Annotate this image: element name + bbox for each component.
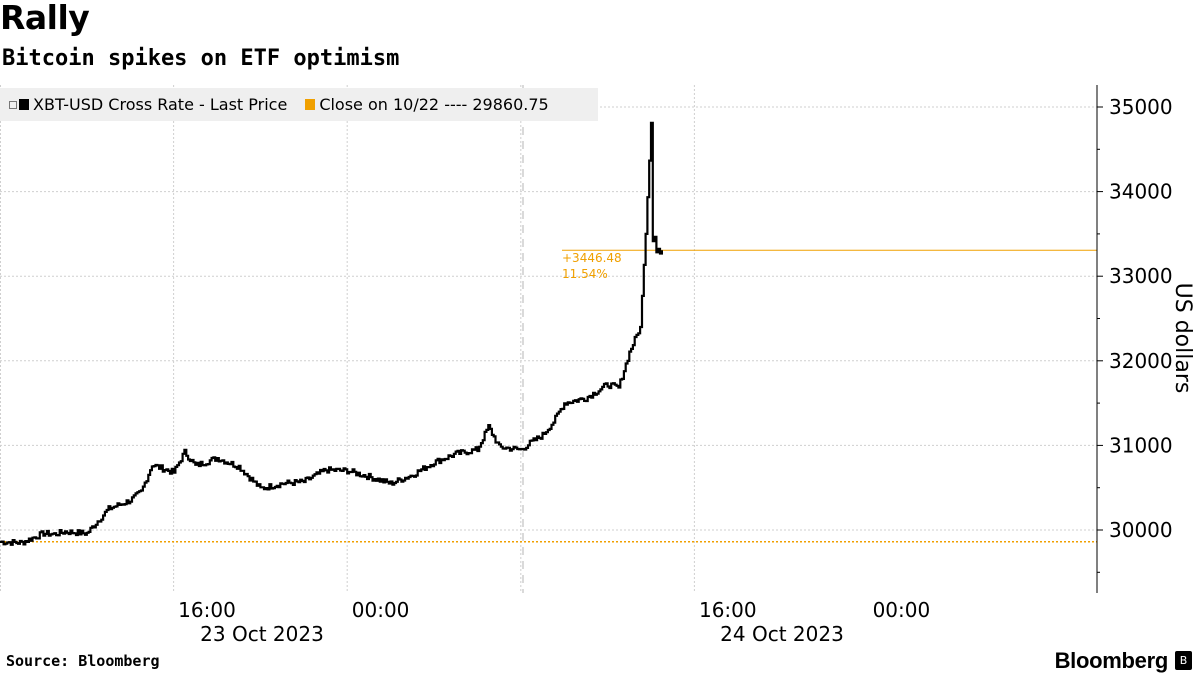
legend-item-series: XBT-USD Cross Rate - Last Price	[19, 95, 287, 114]
y-tick-label: 30000	[1109, 518, 1173, 542]
chart-subtitle: Bitcoin spikes on ETF optimism	[2, 46, 400, 71]
legend-series-label: XBT-USD Cross Rate - Last Price	[33, 95, 288, 114]
x-date-label: 23 Oct 2023	[200, 622, 324, 646]
legend-close-label: Close on 10/22 ---- 29860.75	[319, 95, 549, 114]
bloomberg-icon: B	[1175, 651, 1192, 670]
y-tick-label: 35000	[1109, 95, 1173, 119]
y-axis-title: US dollars	[1170, 283, 1195, 394]
x-tick-label: 00:00	[352, 598, 410, 622]
annotation-change: +3446.48	[562, 251, 622, 265]
x-tick-label: 16:00	[178, 598, 236, 622]
y-axis: 30000 31000 32000 33000 34000 35000 US dollars	[1096, 85, 1195, 593]
annotation-percent: 11.54%	[562, 267, 608, 281]
legend-swatch-series	[19, 99, 29, 110]
legend: XBT-USD Cross Rate - Last Price Close on…	[0, 88, 598, 121]
x-date-label: 24 Oct 2023	[720, 622, 844, 646]
series-line	[0, 121, 663, 546]
x-axis: 16:00 00:00 16:00 00:00 23 Oct 2023 24 Oct 20…	[178, 598, 930, 646]
x-tick-label: 16:00	[699, 598, 757, 622]
y-tick-label: 31000	[1109, 433, 1173, 457]
brand-logo-text: Bloomberg	[1054, 648, 1169, 673]
legend-swatch-close	[305, 99, 316, 110]
y-tick-label: 34000	[1109, 180, 1173, 204]
y-tick-label: 32000	[1109, 349, 1173, 373]
legend-item-close: Close on 10/22 ---- 29860.75	[305, 95, 549, 114]
annotation-group: +3446.48 11.54%	[562, 251, 622, 281]
grid-lines	[0, 85, 1097, 593]
y-tick-label: 33000	[1109, 264, 1173, 288]
series-group	[0, 121, 663, 546]
x-tick-label: 00:00	[873, 598, 931, 622]
chart-title: Rally	[0, 0, 90, 37]
source-note: Source: Bloomberg	[6, 652, 160, 670]
legend-toggle-icon[interactable]	[9, 100, 17, 109]
reference-line-group	[0, 249, 1097, 543]
